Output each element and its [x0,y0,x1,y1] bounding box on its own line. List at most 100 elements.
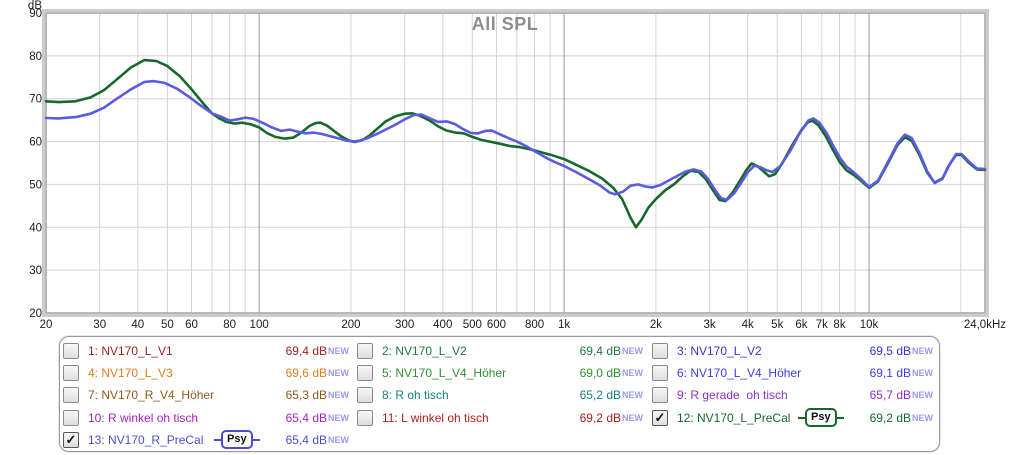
y-tick-label: 40 [29,222,42,234]
spl-value: 65,4 dB [285,432,327,447]
x-tick-label: 8k [833,319,845,331]
x-tick-label: 6k [795,319,807,331]
measurement-label: 11: L winkel oh tisch [382,410,489,425]
spl-value: 69,1 dB [869,366,911,381]
x-tick-label: 3k [704,319,716,331]
x-tick-label: 4k [742,319,754,331]
legend-row-measurement-7[interactable]: 7: NV170_R_V4_Höher 65,3 dB NEW [63,384,349,406]
trace-visible-checkbox-10[interactable] [63,409,79,426]
spl-frequency-chart: dB 90 80 70 60 50 40 30 20 20 30 40 50 60 80 100 200 300 4… [28,0,1006,331]
x-tick-label: 400 [433,319,452,331]
x-tick-label: 300 [395,319,414,331]
new-tag: NEW [912,368,933,379]
psy-dash [252,438,260,441]
measurement-legend: 1: NV170_L_V1 69,4 dB NEW 4: NV170_L_V3 69,6… [59,336,940,452]
new-tag: NEW [912,346,933,357]
trace-visible-checkbox-9[interactable] [652,387,668,404]
measurement-label: 1: NV170_L_V1 [88,344,173,359]
x-tick-label: 5k [771,319,783,331]
psy-smoothing-badge: Psy [214,430,260,450]
legend-row-measurement-9[interactable]: 9: R gerade oh tisch 65,7 dB NEW [652,384,933,406]
measurement-label: 9: R gerade oh tisch [677,388,788,403]
y-axis-unit-label: dB [28,0,42,12]
trace-visible-checkbox-12[interactable]: ✓ [652,409,668,426]
x-tick-label: 80 [223,319,236,331]
y-tick-label: 50 [29,179,42,191]
trace-visible-checkbox-2[interactable] [357,343,373,360]
y-tick-label: 90 [29,8,42,20]
spl-value: 65,7 dB [869,388,911,403]
spl-value: 69,2 dB [579,410,621,425]
measurement-label: 7: NV170_R_V4_Höher [88,388,215,403]
x-tick-label: 40 [131,319,144,331]
measurement-label: 13: NV170_R_PreCal [88,432,204,447]
new-tag: NEW [622,412,643,423]
psy-dash [836,416,844,419]
x-tick-label: 1k [558,319,570,331]
trace-visible-checkbox-4[interactable] [63,365,79,382]
y-tick-label: 80 [29,51,42,63]
new-tag: NEW [622,346,643,357]
trace-visible-checkbox-5[interactable] [357,365,373,382]
spl-value: 69,4 dB [285,344,327,359]
legend-row-measurement-4[interactable]: 4: NV170_L_V3 69,6 dB NEW [63,362,349,384]
measurement-label: 6: NV170_L_V4_Höher [677,366,802,381]
measurement-label: 3: NV170_L_V2 [677,344,762,359]
x-tick-label: 100 [250,319,269,331]
legend-row-measurement-8[interactable]: 8: R oh tisch 65,2 dB NEW [357,384,643,406]
y-tick-label: 70 [29,94,42,106]
y-tick-label: 20 [29,308,42,320]
measurement-label: 5: NV170_L_V4_Höher [382,366,507,381]
legend-row-measurement-11[interactable]: 11: L winkel oh tisch 69,2 dB NEW [357,407,643,429]
x-tick-label: 800 [525,319,544,331]
x-tick-label: 24,0kHz [964,319,1006,331]
new-tag: NEW [328,368,349,379]
trace-visible-checkbox-1[interactable] [63,343,79,360]
legend-row-measurement-6[interactable]: 6: NV170_L_V4_Höher 69,1 dB NEW [652,362,933,384]
x-tick-label: 2k [650,319,662,331]
legend-row-measurement-3[interactable]: 3: NV170_L_V2 69,5 dB NEW [652,340,933,362]
plot-border [45,12,986,314]
measurement-label: 2: NV170_L_V2 [382,344,467,359]
x-tick-label: 10k [860,319,879,331]
trace-visible-checkbox-7[interactable] [63,387,79,404]
measurement-label: 10: R winkel oh tisch [88,410,199,425]
legend-row-measurement-1[interactable]: 1: NV170_L_V1 69,4 dB NEW [63,340,349,362]
measurement-label: 8: R oh tisch [382,388,449,403]
legend-column-1: 1: NV170_L_V1 69,4 dB NEW 4: NV170_L_V3 69,6… [63,340,349,451]
psy-smoothing-badge: Psy [798,408,844,428]
new-tag: NEW [328,346,349,357]
spl-value: 65,2 dB [579,388,621,403]
trace-visible-checkbox-13[interactable]: ✓ [63,431,79,448]
legend-column-2: 2: NV170_L_V2 69,4 dB NEW 5: NV170_L_V4_Höh… [357,340,643,429]
measurement-label: 12: NV170_L_PreCal [677,410,791,425]
legend-row-measurement-13[interactable]: ✓ 13: NV170_R_PreCal Psy 65,4 dB NEW [63,429,349,451]
new-tag: NEW [912,412,933,423]
new-tag: NEW [912,390,933,401]
trace-visible-checkbox-6[interactable] [652,365,668,382]
spl-value: 69,4 dB [579,344,621,359]
x-tick-label: 30 [93,319,106,331]
trace-13-nv170-r-precal [44,79,987,202]
psy-badge-label: Psy [221,430,253,450]
y-tick-label: 60 [29,137,42,149]
psy-dash [798,416,806,419]
spl-value: 65,4 dB [285,410,327,425]
legend-row-measurement-10[interactable]: 10: R winkel oh tisch 65,4 dB NEW [63,407,349,429]
spl-value: 69,2 dB [869,410,911,425]
new-tag: NEW [622,368,643,379]
legend-row-measurement-5[interactable]: 5: NV170_L_V4_Höher 69,0 dB NEW [357,362,643,384]
trace-visible-checkbox-11[interactable] [357,409,373,426]
x-tick-label: 7k [816,319,828,331]
new-tag: NEW [328,390,349,401]
psy-dash [214,438,222,441]
legend-row-measurement-12[interactable]: ✓ 12: NV170_L_PreCal Psy 69,2 dB NEW [652,407,933,429]
x-tick-label: 20 [40,319,53,331]
y-tick-label: 30 [29,265,42,277]
plot-border-outer [42,9,989,317]
trace-visible-checkbox-3[interactable] [652,343,668,360]
legend-row-measurement-2[interactable]: 2: NV170_L_V2 69,4 dB NEW [357,340,643,362]
trace-visible-checkbox-8[interactable] [357,387,373,404]
x-tick-label: 200 [341,319,360,331]
